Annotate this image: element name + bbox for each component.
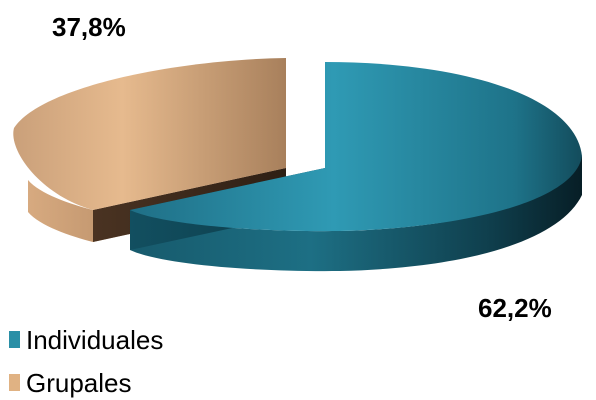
data-label-individuales: 62,2% [478, 293, 552, 323]
legend-swatch-individuales [9, 331, 20, 348]
slice-individuales [130, 62, 582, 272]
slice-individuales-side [130, 156, 582, 272]
legend-label-individuales: Individuales [26, 325, 163, 355]
legend-label-grupales: Grupales [26, 368, 132, 398]
slice-individuales-top [130, 62, 582, 232]
data-label-grupales: 37,8% [52, 12, 126, 42]
slice-grupales-top [13, 58, 286, 210]
legend-swatch-grupales [9, 374, 20, 391]
legend: Individuales Grupales [9, 325, 163, 398]
